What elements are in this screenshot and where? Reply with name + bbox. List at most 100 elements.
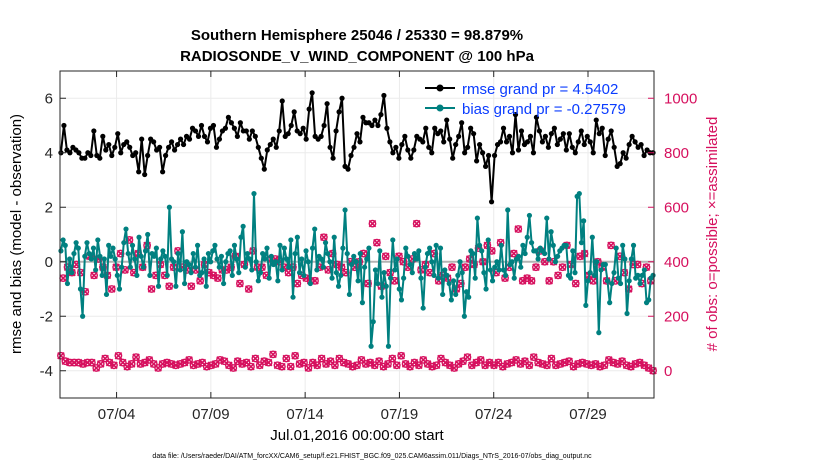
obs-assimilated-marker <box>61 357 70 365</box>
bias-point <box>123 226 129 232</box>
bias-point <box>450 278 457 284</box>
rmse-point <box>216 136 223 142</box>
x-tick-label: 07/09 <box>192 406 230 423</box>
bias-point <box>153 245 159 251</box>
bias-point <box>509 259 515 265</box>
rmse-point <box>330 155 336 161</box>
bias-point <box>260 250 266 257</box>
rmse-point <box>151 139 157 145</box>
rmse-point <box>174 141 181 148</box>
bias-point <box>95 237 101 243</box>
obs-possible-marker <box>554 271 562 280</box>
bias-point <box>229 272 235 278</box>
bias-point <box>138 253 144 259</box>
rmse-point <box>393 144 399 150</box>
x-tick-label: 07/29 <box>569 406 607 423</box>
bias-point <box>602 261 608 268</box>
obs-possible-marker <box>357 355 366 364</box>
obs-assimilated-marker <box>123 362 131 371</box>
obs-possible-marker <box>368 219 377 228</box>
obs-assimilated-marker <box>163 358 171 367</box>
obs-possible-marker <box>291 351 300 360</box>
obs-possible-marker <box>319 233 328 242</box>
bias-point <box>568 275 574 281</box>
rmse-point <box>109 152 115 159</box>
rmse-point <box>139 136 145 142</box>
obs-possible-marker <box>419 355 428 364</box>
bias-point <box>414 256 420 262</box>
obs-possible-marker <box>414 361 423 370</box>
rmse-point <box>372 117 378 123</box>
obs-assimilated-marker <box>229 364 238 372</box>
rmse-point <box>506 133 513 139</box>
obs-assimilated-marker <box>397 351 405 360</box>
obs-assimilated-marker <box>216 356 224 364</box>
rmse-point <box>593 117 599 123</box>
bias-point <box>646 297 652 303</box>
bias-point <box>459 270 465 276</box>
left-y-tick-label: 6 <box>45 90 53 107</box>
bias-point <box>587 270 593 276</box>
rmse-point <box>468 125 474 131</box>
bias-point <box>335 283 342 289</box>
obs-assimilated-marker <box>282 354 291 363</box>
obs-assimilated-marker <box>293 279 302 288</box>
rmse-point <box>246 136 252 142</box>
obs-assimilated-marker <box>583 360 591 368</box>
obs-possible-marker <box>247 362 255 371</box>
x-axis-label: Jul.01,2016 00:00:00 start <box>270 427 444 444</box>
left-y-axis-ticks: -4 -2 0 2 4 6 <box>40 90 66 380</box>
rmse-point <box>450 155 456 161</box>
rmse-point <box>629 133 635 139</box>
bias-point <box>151 253 157 259</box>
bias-point <box>444 272 450 278</box>
bias-point <box>422 264 428 270</box>
bias-point <box>214 256 220 262</box>
bias-point <box>73 240 79 246</box>
obs-possible-marker <box>521 357 529 366</box>
bias-point <box>604 278 611 284</box>
obs-possible-marker <box>540 257 549 266</box>
bias-point <box>630 242 637 248</box>
bias-point <box>296 270 303 276</box>
rmse-point <box>432 125 438 131</box>
obs-assimilated-marker <box>348 362 357 371</box>
rmse-point <box>97 155 103 161</box>
rmse-point <box>411 147 417 153</box>
bias-point <box>485 237 491 243</box>
bias-point <box>589 234 595 240</box>
obs-assimilated-marker <box>381 252 390 261</box>
x-tick-label: 07/04 <box>98 406 136 423</box>
bias-point <box>405 253 411 259</box>
rmse-point <box>512 112 519 118</box>
bias-point <box>427 245 433 251</box>
obs-assimilated-marker <box>578 358 587 367</box>
rmse-point <box>267 141 273 148</box>
rmse-point <box>303 136 309 142</box>
rmse-point <box>611 144 617 150</box>
rmse-point <box>273 144 279 150</box>
rmse-point <box>180 141 187 148</box>
bias-point <box>385 343 392 349</box>
rmse-point <box>515 147 522 153</box>
obs-possible-marker <box>304 364 313 372</box>
bias-point <box>500 267 507 273</box>
bias-point <box>218 253 225 259</box>
rmse-point <box>124 139 130 145</box>
obs-assimilated-marker <box>388 354 397 363</box>
bias-point <box>249 267 255 273</box>
obs-possible-marker <box>437 354 445 363</box>
obs-assimilated-marker <box>214 274 222 282</box>
bias-point <box>563 242 569 248</box>
rmse-point <box>581 141 587 148</box>
obs-assimilated-marker <box>278 362 286 371</box>
obs-assimilated-marker <box>432 361 441 370</box>
bias-point <box>262 256 268 262</box>
rmse-point <box>339 95 345 101</box>
bias-point <box>71 250 77 257</box>
obs-assimilated-marker <box>187 282 196 291</box>
obs-assimilated-marker <box>167 360 176 368</box>
bias-point <box>429 259 435 265</box>
bias-point <box>223 259 229 265</box>
